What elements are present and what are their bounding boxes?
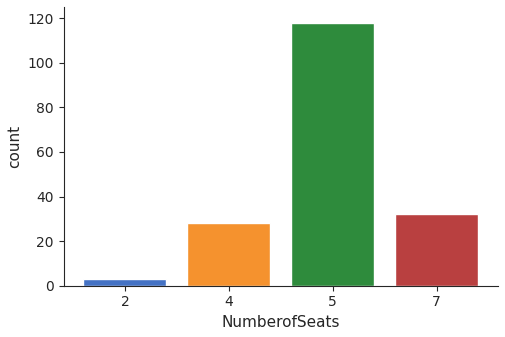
X-axis label: NumberofSeats: NumberofSeats	[222, 315, 340, 330]
Bar	[291, 23, 374, 286]
Bar	[187, 223, 271, 286]
Y-axis label: count: count	[7, 125, 22, 168]
Bar	[395, 214, 478, 286]
Bar	[83, 279, 167, 286]
